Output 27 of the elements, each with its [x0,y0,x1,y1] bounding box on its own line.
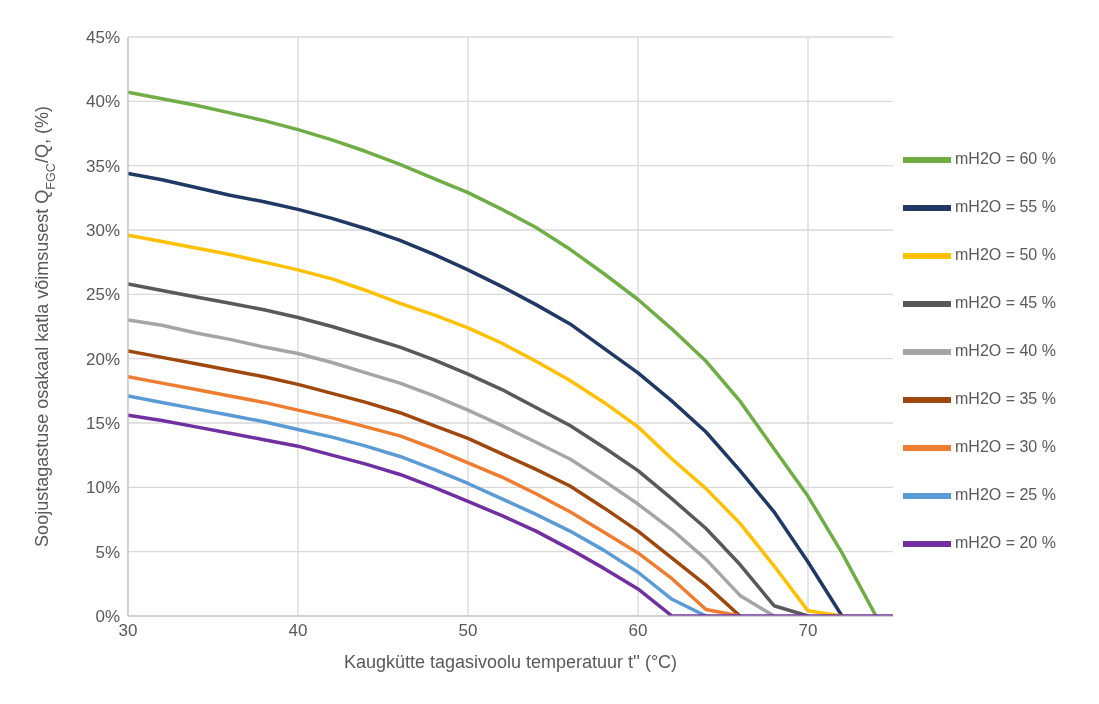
legend-label: mH2O = 50 % [955,246,1056,264]
y-tick-label: 10% [85,478,120,498]
x-tick-label: 40 [288,621,308,641]
y-tick-label: 45% [85,28,120,48]
x-axis-title: Kaugkütte tagasivoolu temperatuur t'' (°C) [343,652,678,672]
legend-label: mH2O = 25 % [955,486,1056,504]
x-tick-label: 60 [628,621,648,641]
y-tick-label: 0% [95,607,120,627]
y-tick-label: 5% [95,542,120,562]
y-tick-label: 25% [85,285,120,305]
y-tick-label: 40% [85,92,120,112]
line-series [128,318,776,616]
legend-label: mH2O = 30 % [955,438,1056,456]
x-tick-label: 50 [458,621,478,641]
legend-label: mH2O = 20 % [955,534,1056,552]
legend-label: mH2O = 45 % [955,294,1056,312]
legend-label: mH2O = 35 % [955,390,1056,408]
y-tick-label: 35% [85,156,120,176]
y-tick-label: 30% [85,221,120,241]
x-tick-label: 30 [118,621,138,641]
legend-label: mH2O = 55 % [955,198,1056,216]
legend-label: mH2O = 60 % [955,150,1056,168]
y-tick-label: 20% [85,349,120,369]
x-tick-label: 70 [798,621,818,641]
y-tick-label: 15% [85,414,120,434]
line-series [128,90,878,616]
legend-label: mH2O = 40 % [955,342,1056,360]
